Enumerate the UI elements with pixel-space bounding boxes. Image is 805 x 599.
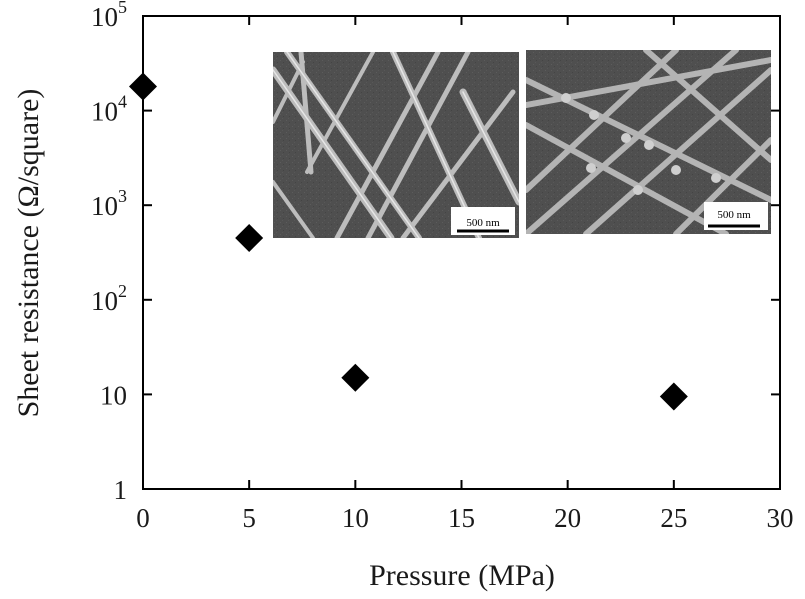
data-point-diamond — [341, 363, 370, 392]
x-tick-label: 5 — [242, 503, 256, 533]
y-tick-labels: 1 10 102 103 104 105 — [91, 0, 127, 505]
data-point-diamond — [659, 382, 688, 411]
y-tick-label: 105 — [91, 0, 127, 32]
y-tick-label: 104 — [91, 92, 127, 127]
y-tick-label: 103 — [91, 186, 127, 221]
x-tick-label: 0 — [136, 503, 150, 533]
y-tick-label: 1 — [114, 475, 128, 505]
axis-ticks — [143, 16, 780, 489]
x-tick-labels: 0 5 10 15 20 25 30 — [136, 503, 793, 533]
inset-1-scale-label: 500 nm — [466, 217, 500, 229]
y-axis-title: Sheet resistance (Ω/square) — [12, 89, 45, 418]
sem-inset-1: 500 nm — [273, 52, 519, 238]
x-tick-label: 15 — [448, 503, 475, 533]
sem-inset-2: 500 nm — [526, 50, 771, 234]
x-tick-label: 25 — [660, 503, 687, 533]
y-tick-label: 10 — [100, 380, 127, 410]
x-tick-label: 30 — [767, 503, 794, 533]
data-markers — [129, 72, 688, 411]
y-tick-label: 102 — [91, 281, 127, 316]
data-point-diamond — [129, 72, 157, 101]
x-tick-label: 10 — [342, 503, 369, 533]
inset-2-scale-label: 500 nm — [717, 209, 751, 221]
data-point-diamond — [235, 224, 264, 253]
x-tick-label: 20 — [554, 503, 581, 533]
x-axis-title: Pressure (MPa) — [369, 559, 555, 592]
